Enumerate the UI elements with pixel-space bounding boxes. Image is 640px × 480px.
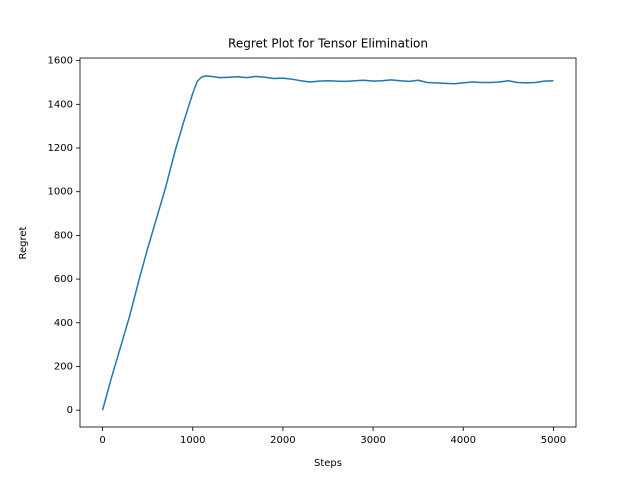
x-tick-label: 5000 <box>541 435 566 446</box>
x-tick-label: 4000 <box>451 435 476 446</box>
y-tick-label: 1600 <box>48 56 73 67</box>
x-tick-label: 0 <box>99 435 105 446</box>
chart-title: Regret Plot for Tensor Elimination <box>228 37 428 51</box>
data-line <box>101 75 554 411</box>
y-tick-label: 1200 <box>48 143 73 154</box>
y-tick-label: 200 <box>54 361 73 372</box>
x-tick-label: 2000 <box>270 435 295 446</box>
x-axis-label: Steps <box>314 458 342 469</box>
y-tick-label: 400 <box>54 318 73 329</box>
x-tick-label: 3000 <box>360 435 385 446</box>
y-tick-label: 600 <box>54 274 73 285</box>
y-tick-label: 800 <box>54 230 73 241</box>
x-tick-label: 1000 <box>180 435 205 446</box>
axes-frame <box>79 57 577 428</box>
y-axis-label: Regret <box>18 226 29 259</box>
y-tick-label: 1000 <box>48 187 73 198</box>
y-tick-label: 0 <box>67 405 73 416</box>
y-tick-label: 1400 <box>48 99 73 110</box>
